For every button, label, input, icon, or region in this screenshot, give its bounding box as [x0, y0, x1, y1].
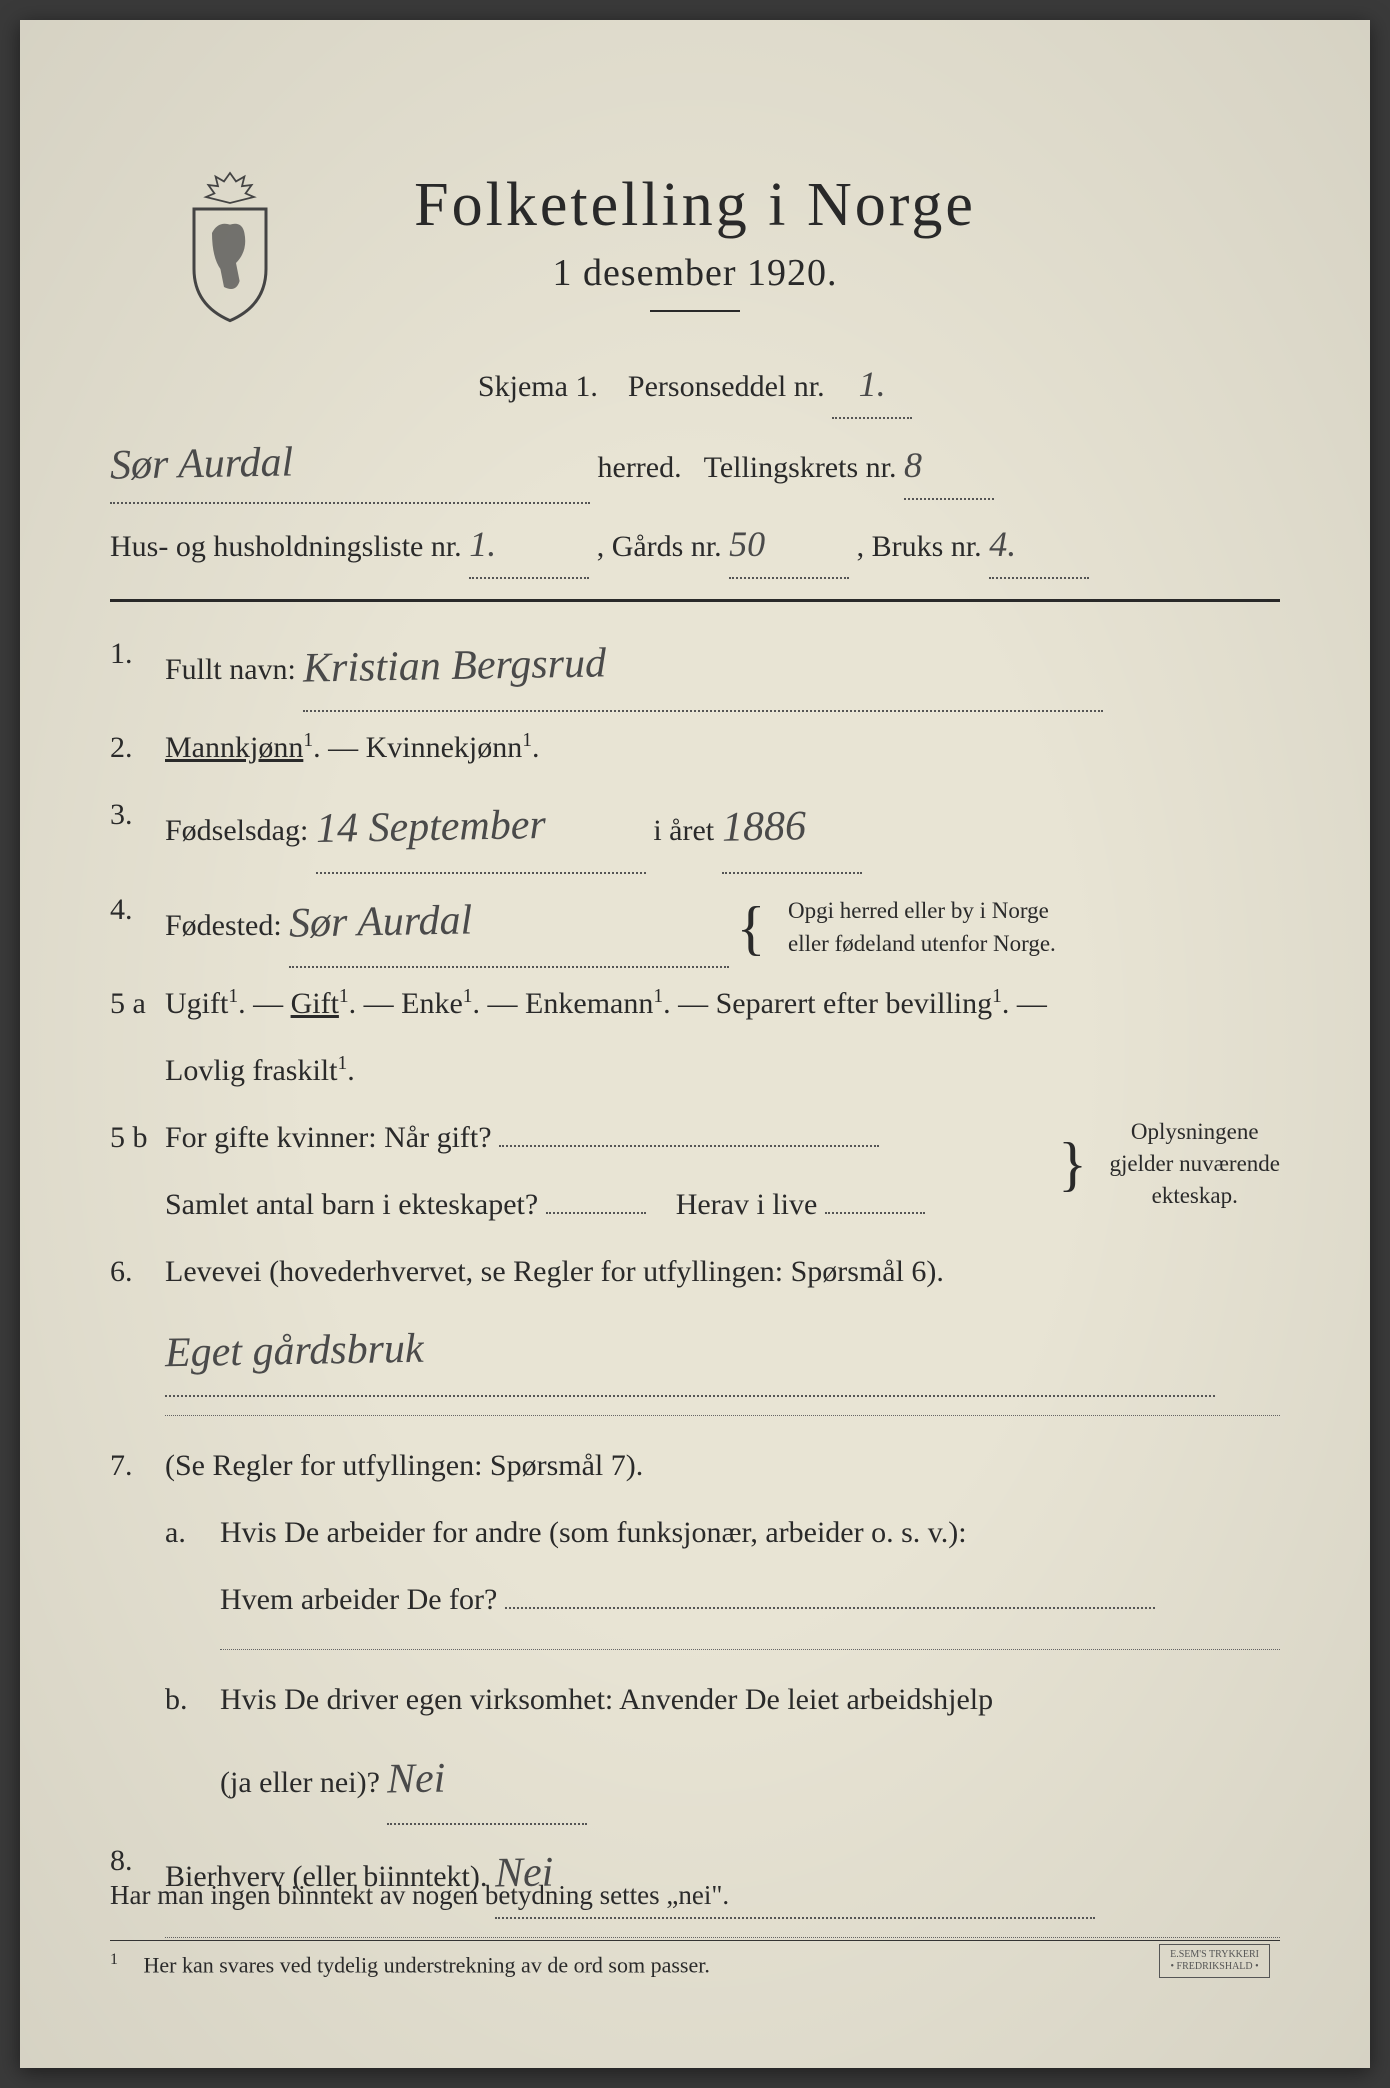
- q5a-enkemann: Enkemann: [525, 987, 653, 1020]
- q3-year-value: 1886: [721, 783, 807, 873]
- q3-label: Fødselsdag:: [165, 814, 308, 847]
- q4-number: 4.: [110, 878, 133, 941]
- q6-number: 6.: [110, 1240, 133, 1303]
- q2-number: 2.: [110, 716, 133, 779]
- bruks-value: 4.: [989, 524, 1016, 564]
- personseddel-value: 1.: [859, 364, 886, 404]
- q5b-label3: Herav i live: [676, 1188, 818, 1221]
- q3-day-value: 14 September: [315, 781, 546, 873]
- q5a-number: 5 a: [110, 972, 146, 1035]
- q5a-enke: Enke: [401, 987, 463, 1020]
- q7a-line2: Hvem arbeider De for?: [220, 1583, 497, 1616]
- q5a-fraskilt: Lovlig fraskilt: [165, 1054, 337, 1087]
- q1-fullname-value: Kristian Bergsrud: [303, 620, 607, 713]
- question-7b: b. Hvis De driver egen virksomhet: Anven…: [110, 1668, 1280, 1731]
- title-divider: [650, 310, 740, 312]
- q6-occupation-value: Eget gårdsbruk: [164, 1305, 424, 1398]
- question-1: 1. Fullt navn: Kristian Bergsrud: [110, 622, 1280, 712]
- q2-female: Kvinnekjønn: [366, 731, 523, 764]
- q3-year-label: i året: [653, 814, 714, 847]
- husliste-label: Hus- og husholdningsliste nr.: [110, 530, 462, 563]
- footnote-marker: 1: [110, 1951, 118, 1968]
- q5b-label2: Samlet antal barn i ekteskapet?: [165, 1188, 538, 1221]
- herred-value: Sør Aurdal: [109, 425, 293, 504]
- question-6: 6. Levevei (hovederhvervet, se Regler fo…: [110, 1240, 1280, 1303]
- q5b-live-value: [825, 1212, 925, 1214]
- gards-label: , Gårds nr.: [597, 530, 722, 563]
- q5b-gift-value: [499, 1145, 879, 1147]
- skjema-label: Skjema 1.: [478, 370, 598, 403]
- q1-label: Fullt navn:: [165, 653, 296, 686]
- question-7a: a. Hvis De arbeider for andre (som funks…: [110, 1501, 1280, 1564]
- q7a-number: a.: [165, 1501, 186, 1564]
- q6-label: Levevei (hovederhvervet, se Regler for u…: [165, 1255, 944, 1288]
- form-footer: Har man ingen biinntekt av nogen betydni…: [110, 1871, 1280, 1978]
- q5b-label1: For gifte kvinner: Når gift?: [165, 1121, 492, 1154]
- question-5b-cont: Samlet antal barn i ekteskapet? Herav i …: [110, 1173, 1280, 1236]
- question-2: 2. Mannkjønn1. — Kvinnekjønn1.: [110, 716, 1280, 779]
- question-7a-cont: Hvem arbeider De for?: [110, 1568, 1280, 1631]
- q5b-number: 5 b: [110, 1106, 148, 1169]
- q5a-ugift: Ugift: [165, 987, 228, 1020]
- personseddel-label: Personseddel nr.: [628, 370, 825, 403]
- norwegian-coat-of-arms-icon: [170, 165, 290, 325]
- q4-note: Opgi herred eller by i Norge eller fødel…: [788, 895, 1056, 959]
- tellingskrets-value: 8: [904, 445, 922, 485]
- q4-label: Fødested:: [165, 909, 282, 942]
- q1-number: 1.: [110, 622, 133, 685]
- footnote-text: Her kan svares ved tydelig understreknin…: [144, 1952, 710, 1977]
- q4-birthplace-value: Sør Aurdal: [288, 876, 473, 967]
- q5a-gift: Gift: [291, 987, 339, 1020]
- question-7b-cont: (ja eller nei)? Nei: [110, 1735, 1280, 1825]
- q7b-line2: (ja eller nei)?: [220, 1766, 380, 1799]
- question-5a-cont: Lovlig fraskilt1.: [110, 1039, 1280, 1102]
- q7b-value: Nei: [387, 1734, 447, 1823]
- question-4: 4. Fødested: Sør Aurdal { Opgi herred el…: [110, 878, 1280, 968]
- husliste-value: 1.: [469, 524, 496, 564]
- q5a-separert: Separert efter bevilling: [716, 987, 993, 1020]
- question-3: 3. Fødselsdag: 14 September i året 1886: [110, 783, 1280, 873]
- q7a-value: [505, 1607, 1155, 1609]
- brace-icon: {: [737, 910, 766, 946]
- footer-instruction: Har man ingen biinntekt av nogen betydni…: [110, 1871, 1280, 1920]
- form-identifiers: Skjema 1. Personseddel nr. 1. Sør Aurdal…: [110, 352, 1280, 579]
- tellingskrets-label: Tellingskrets nr.: [704, 451, 897, 484]
- q3-number: 3.: [110, 783, 133, 846]
- question-5b: 5 b For gifte kvinner: Når gift? } Oplys…: [110, 1106, 1280, 1169]
- q7a-line1: Hvis De arbeider for andre (som funksjon…: [220, 1516, 967, 1549]
- question-7: 7. (Se Regler for utfyllingen: Spørsmål …: [110, 1434, 1280, 1497]
- question-6-answer: Eget gårdsbruk: [110, 1307, 1280, 1397]
- question-5a: 5 a Ugift1. — Gift1. — Enke1. — Enkemann…: [110, 972, 1280, 1035]
- q7b-line1: Hvis De driver egen virksomhet: Anvender…: [220, 1683, 993, 1716]
- herred-label: herred.: [598, 451, 682, 484]
- bruks-label: , Bruks nr.: [857, 530, 982, 563]
- footnote: 1 Her kan svares ved tydelig understrekn…: [110, 1940, 1280, 1978]
- dotted-line: [165, 1415, 1280, 1416]
- dotted-line: [220, 1649, 1280, 1650]
- gards-value: 50: [729, 524, 765, 564]
- printer-stamp: E.SEM'S TRYKKERI • FREDRIKSHALD •: [1159, 1944, 1270, 1978]
- q7-number: 7.: [110, 1434, 133, 1497]
- q7b-number: b.: [165, 1668, 188, 1731]
- q5b-barn-value: [546, 1212, 646, 1214]
- section-divider: [110, 599, 1280, 602]
- q7-label: (Se Regler for utfyllingen: Spørsmål 7).: [165, 1449, 643, 1482]
- q2-male: Mannkjønn: [165, 731, 303, 764]
- census-form-document: Folketelling i Norge 1 desember 1920. Sk…: [20, 20, 1370, 2068]
